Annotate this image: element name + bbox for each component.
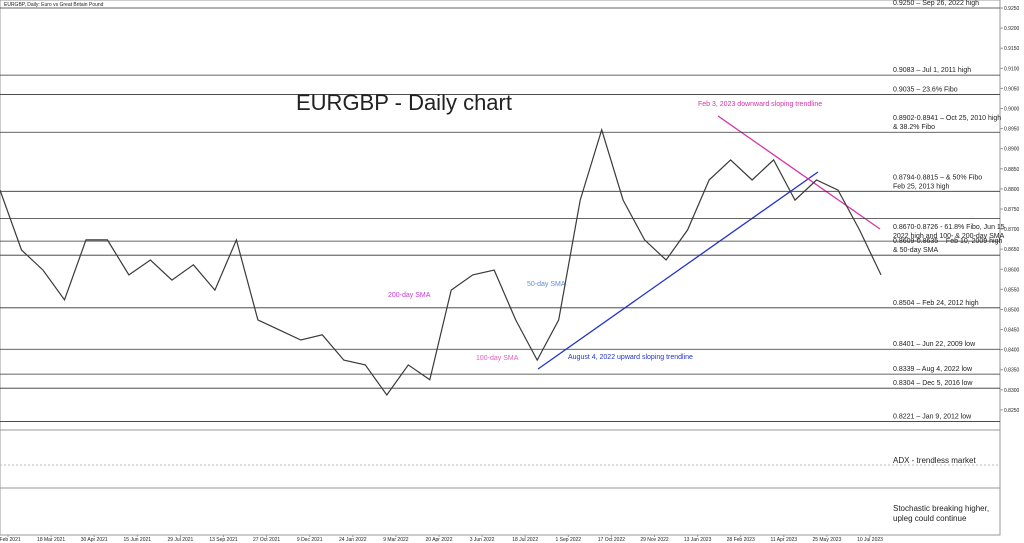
price-line bbox=[0, 127, 882, 397]
down-trendline bbox=[717, 115, 881, 230]
level-label: Feb 25, 2013 high bbox=[893, 183, 950, 190]
y-tick-label: 0.8700 bbox=[1004, 227, 1020, 233]
level-label: 0.9083 – Jul 1, 2011 high bbox=[893, 67, 971, 74]
level-label: 0.8794-0.8815 – & 50% Fibo bbox=[893, 174, 982, 181]
x-tick-label: 30 Apr 2021 bbox=[81, 537, 108, 543]
x-tick-label: 24 Jan 2022 bbox=[339, 537, 367, 543]
y-tick-label: 0.9000 bbox=[1004, 107, 1020, 113]
x-tick-label: 1 Sep 2022 bbox=[556, 537, 582, 543]
x-tick-label: 11 Apr 2023 bbox=[770, 537, 797, 543]
level-label: 0.9035 – 23.6% Fibo bbox=[893, 86, 958, 93]
x-tick-label: 29 Nov 2022 bbox=[640, 537, 669, 543]
y-tick-label: 0.9250 bbox=[1004, 6, 1020, 12]
level-label: 0.8304 – Dec 5, 2016 low bbox=[893, 380, 973, 387]
level-label: 2022 high and 100- & 200-day SMA bbox=[893, 233, 1005, 240]
x-tick-label: 29 Jul 2021 bbox=[167, 537, 193, 543]
y-tick-label: 0.8650 bbox=[1004, 247, 1020, 253]
level-label: & 50-day SMA bbox=[893, 247, 938, 254]
panel-note: Stochastic breaking higher, bbox=[893, 504, 989, 513]
y-tick-label: 0.8350 bbox=[1004, 368, 1020, 374]
x-tick-label: 3 Jun 2022 bbox=[470, 537, 495, 543]
x-tick-label: 13 Jan 2023 bbox=[684, 537, 712, 543]
level-label: 0.8670-0.8726 - 61.8% Fibo, Jun 15 bbox=[893, 224, 1005, 231]
level-label: 0.8401 – Jun 22, 2009 low bbox=[893, 341, 976, 348]
x-tick-label: 9 Mar 2022 bbox=[383, 537, 409, 543]
level-label: 0.8609-0.8635 – Feb 10, 2009 high bbox=[893, 238, 1002, 245]
x-tick-label: 18 Mar 2021 bbox=[37, 537, 65, 543]
chart-title: EURGBP - Daily chart bbox=[296, 90, 512, 115]
annotation: 50-day SMA bbox=[527, 281, 566, 288]
x-tick-label: 13 Sep 2021 bbox=[209, 537, 238, 543]
x-tick-label: 27 Oct 2021 bbox=[253, 537, 280, 543]
x-tick-label: 10 Jul 2023 bbox=[857, 537, 883, 543]
y-tick-label: 0.8900 bbox=[1004, 147, 1020, 153]
y-tick-label: 0.9150 bbox=[1004, 46, 1020, 52]
chart-header: EURGBP, Daily: Euro vs Great Britain Pou… bbox=[4, 2, 104, 8]
x-tick-label: 17 Oct 2022 bbox=[598, 537, 625, 543]
y-tick-label: 0.9100 bbox=[1004, 66, 1020, 72]
x-tick-label: 9 Dec 2021 bbox=[297, 537, 323, 543]
y-tick-label: 0.8450 bbox=[1004, 328, 1020, 334]
y-tick-label: 0.8750 bbox=[1004, 207, 1020, 213]
plot-frame bbox=[0, 0, 1001, 536]
y-tick-label: 0.9200 bbox=[1004, 26, 1020, 32]
y-tick-label: 0.9050 bbox=[1004, 86, 1020, 92]
y-tick-label: 0.8500 bbox=[1004, 307, 1020, 313]
level-label: 0.8902-0.8941 – Oct 25, 2010 high bbox=[893, 115, 1001, 122]
y-tick-label: 0.8550 bbox=[1004, 287, 1020, 293]
y-tick-label: 0.8250 bbox=[1004, 408, 1020, 414]
level-label: & 38.2% Fibo bbox=[893, 124, 935, 131]
x-tick-label: 18 Jul 2022 bbox=[512, 537, 538, 543]
level-label: 0.8504 – Feb 24, 2012 high bbox=[893, 300, 979, 307]
x-tick-label: 20 Apr 2022 bbox=[426, 537, 453, 543]
level-label: 0.8221 – Jan 9, 2012 low bbox=[893, 414, 972, 421]
annotation: 100-day SMA bbox=[476, 355, 519, 362]
x-tick-label: 15 Jun 2021 bbox=[124, 537, 152, 543]
panel-note: ADX - trendless market bbox=[893, 456, 976, 465]
annotation: Feb 3, 2023 downward sloping trendline bbox=[698, 101, 822, 108]
y-tick-label: 0.8600 bbox=[1004, 267, 1020, 273]
level-label: 0.8339 – Aug 4, 2022 low bbox=[893, 366, 973, 373]
annotation: 200-day SMA bbox=[388, 292, 431, 299]
y-tick-label: 0.8300 bbox=[1004, 388, 1020, 394]
y-tick-label: 0.8850 bbox=[1004, 167, 1020, 173]
up-trendline bbox=[537, 171, 819, 370]
y-tick-label: 0.8950 bbox=[1004, 127, 1020, 133]
x-tick-label: 28 Feb 2023 bbox=[727, 537, 755, 543]
x-tick-label: 25 May 2023 bbox=[812, 537, 841, 543]
y-tick-label: 0.8800 bbox=[1004, 187, 1020, 193]
x-tick-label: 3 Feb 2021 bbox=[0, 537, 21, 543]
level-label: 0.9250 – Sep 26, 2022 high bbox=[893, 0, 979, 7]
panel-note: upleg could continue bbox=[893, 514, 967, 523]
annotation: August 4, 2022 upward sloping trendline bbox=[568, 354, 693, 361]
y-tick-label: 0.8400 bbox=[1004, 348, 1020, 354]
